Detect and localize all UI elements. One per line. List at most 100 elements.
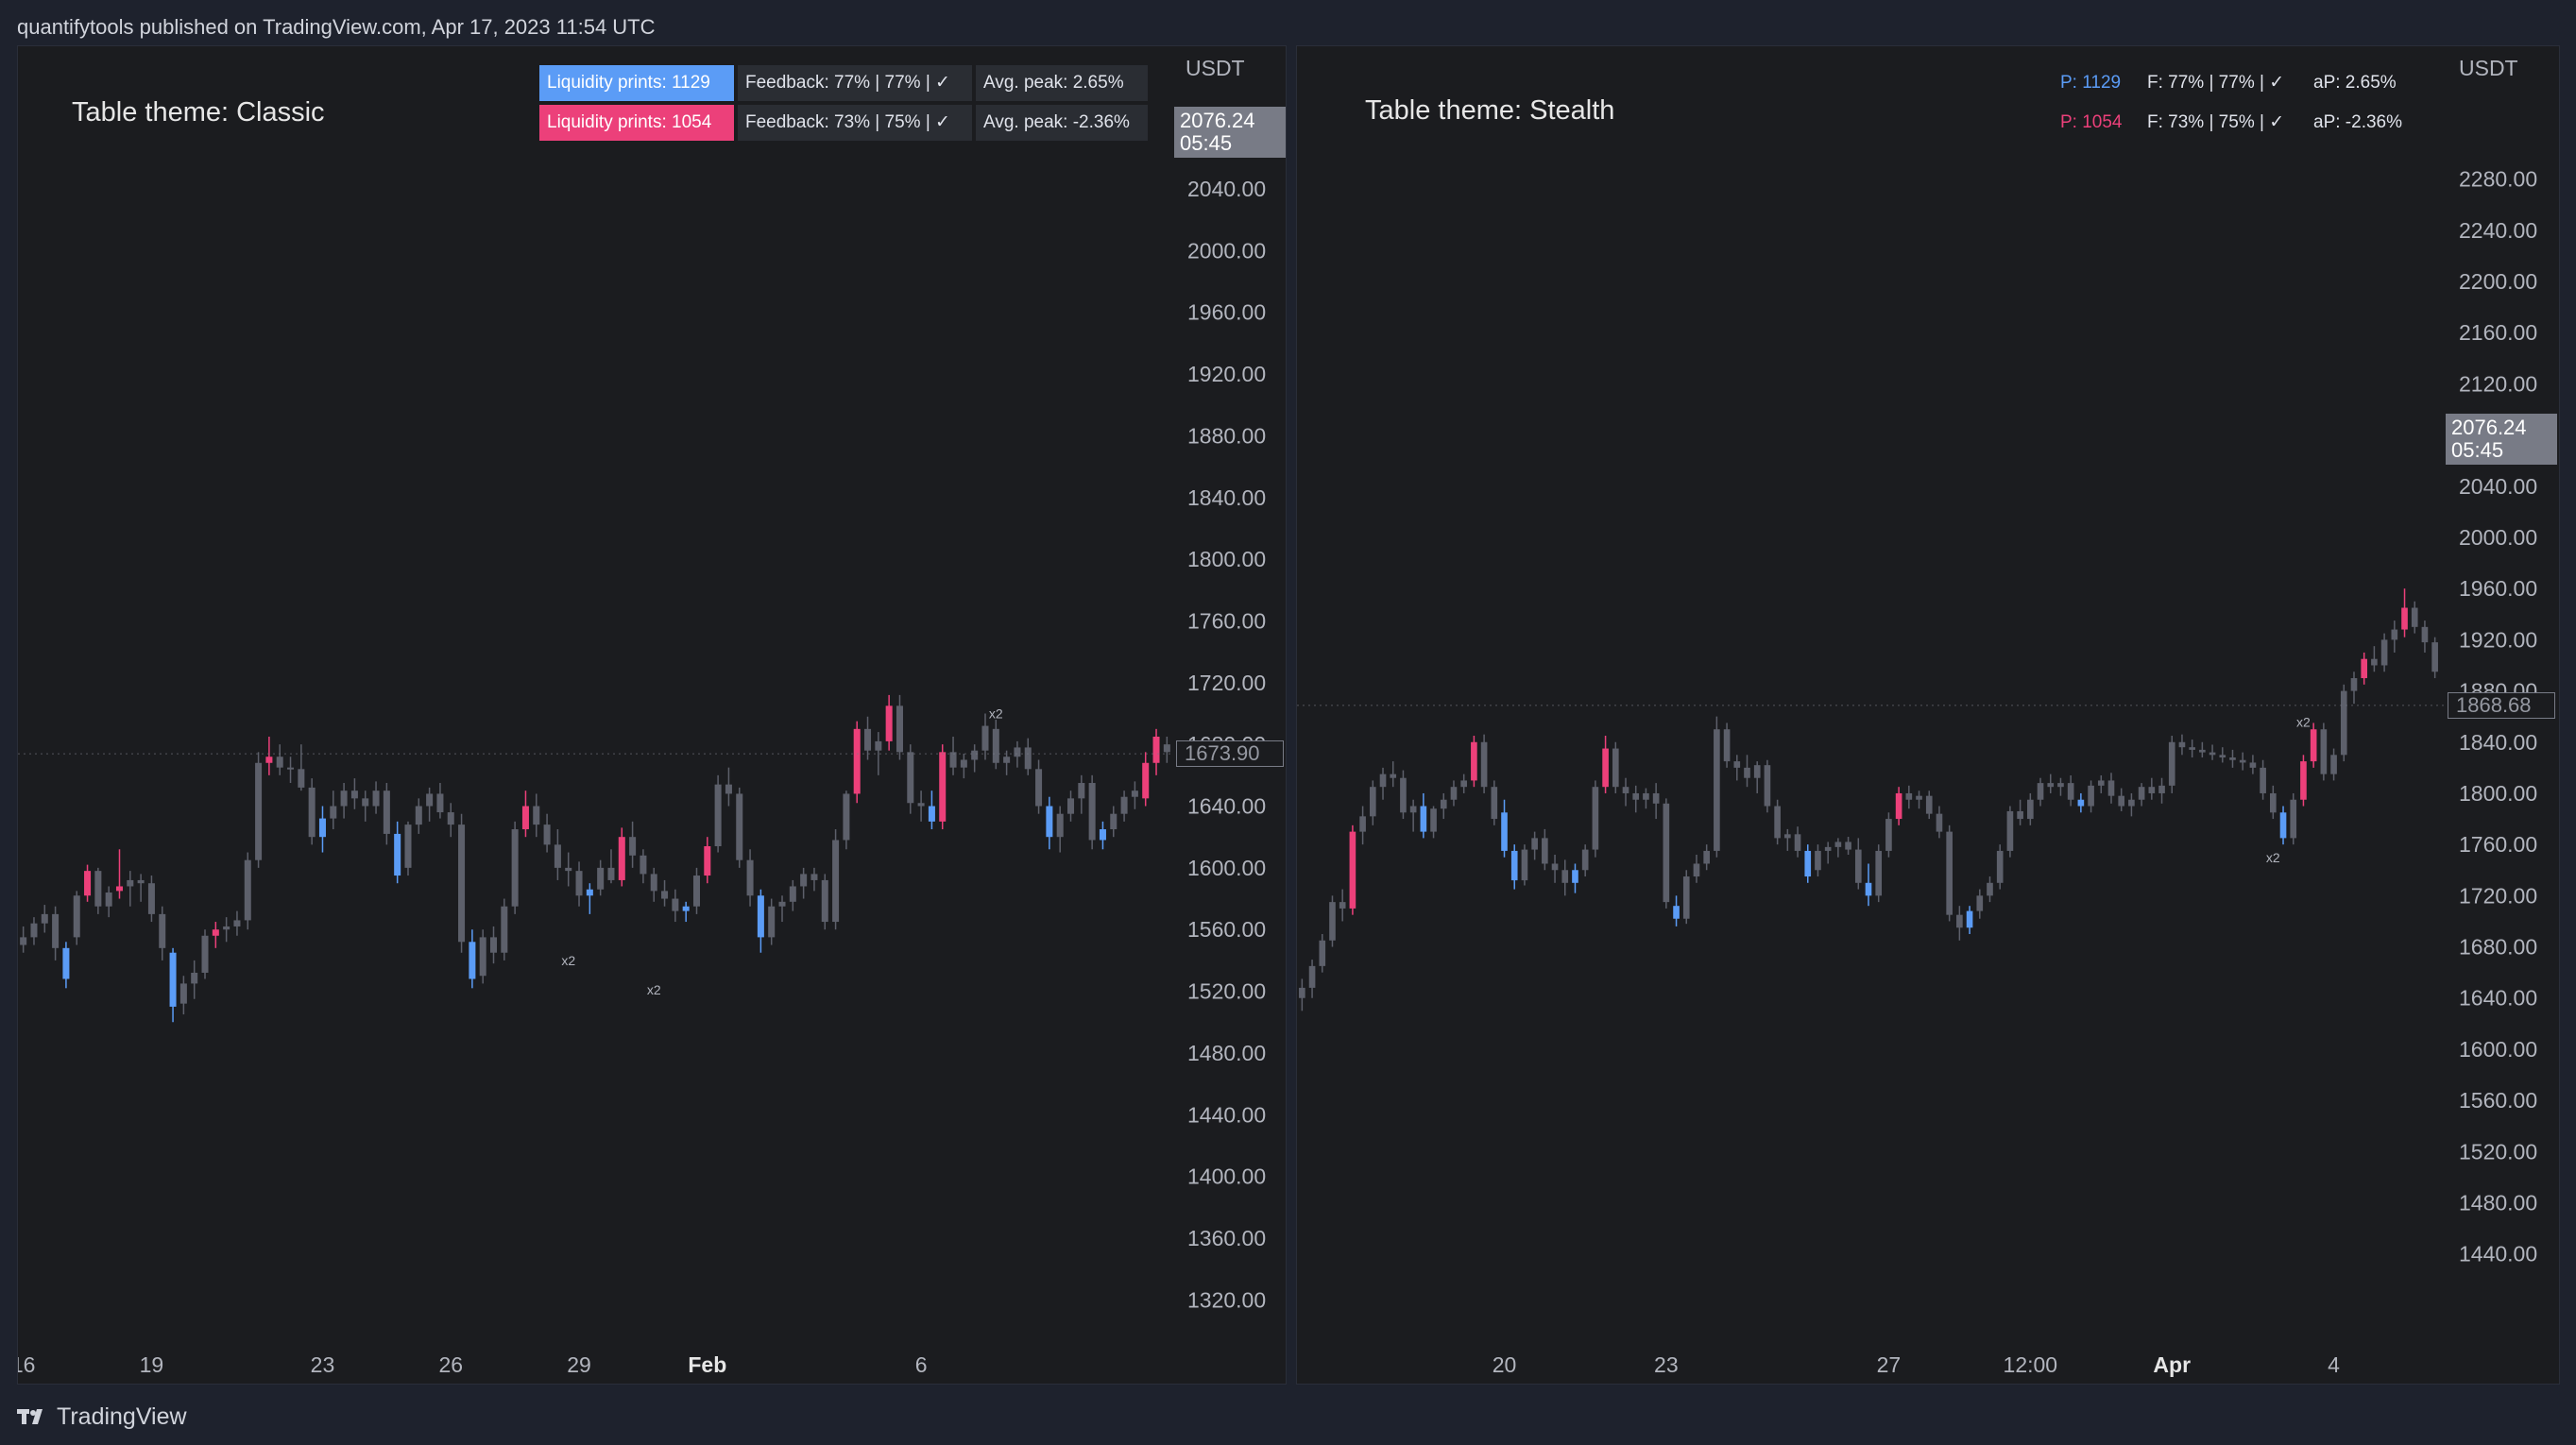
candle: [105, 886, 112, 918]
candle: [1652, 783, 1660, 820]
candle: [2310, 722, 2317, 768]
candle-body: [746, 859, 754, 896]
candle: [2067, 775, 2074, 807]
candle-body: [714, 784, 722, 846]
candle: [960, 753, 967, 779]
bull-feedback-cell: Feedback: 77% | 77% | ✓: [738, 65, 972, 101]
candle-body: [1152, 737, 1160, 763]
candle-body: [2037, 783, 2044, 800]
candle-body: [137, 879, 145, 884]
candle: [2361, 652, 2368, 685]
candle-body: [586, 889, 593, 896]
y-tick-label: 1760.00: [1187, 608, 1266, 633]
candle-body: [2097, 780, 2105, 786]
candle: [223, 917, 230, 943]
candle-body: [928, 806, 935, 822]
candle-body: [1794, 834, 1801, 851]
candle-body: [308, 787, 316, 838]
candle: [1663, 798, 1670, 909]
y-tick-label: 1840.00: [2459, 730, 2537, 755]
candle-body: [1916, 795, 1922, 800]
y-tick-label: 2040.00: [2459, 474, 2537, 499]
candle: [1420, 792, 1427, 839]
candle-body: [127, 879, 134, 887]
candle-body: [2017, 810, 2023, 820]
candle-body: [1308, 965, 1316, 988]
candle-body: [1359, 816, 1366, 832]
candle-body: [1349, 831, 1356, 909]
y-tick-label: 1720.00: [2459, 883, 2537, 908]
y-tick-label: 2280.00: [2459, 167, 2537, 192]
candle: [2077, 792, 2085, 813]
bull-peak-cell: Avg. peak: 2.65%: [976, 65, 1148, 101]
candlestick-chart-classic[interactable]: 2040.00 2000.00 1960.00 1920.00 1880.00 1840.…: [18, 46, 1287, 1385]
candle-body: [30, 923, 38, 938]
candle-body: [650, 874, 657, 892]
candle-body: [2077, 799, 2085, 807]
candle: [1078, 774, 1085, 814]
candle: [436, 783, 444, 819]
candle-body: [2027, 799, 2034, 820]
candle-body: [1400, 777, 1407, 813]
candle-body: [318, 818, 326, 838]
candle-body: [1142, 762, 1150, 799]
candle-body: [233, 920, 241, 926]
chart-panel-classic[interactable]: 2040.00 2000.00 1960.00 1920.00 1880.00 1840.…: [17, 45, 1287, 1385]
bear-feedback-cell: F: 73% | 75% | ✓: [2147, 112, 2285, 132]
candle: [650, 867, 657, 902]
candle: [586, 883, 593, 914]
candle-body: [340, 790, 348, 807]
candle: [853, 721, 861, 804]
stats-table-stealth: P: 1129 F: 77% | 77% | ✓ aP: 2.65% P: 10…: [2053, 65, 2419, 141]
candle: [404, 821, 412, 876]
candle-body: [1501, 812, 1508, 851]
candle-body: [2431, 642, 2438, 672]
candle-body: [939, 752, 947, 822]
candle-body: [2401, 607, 2408, 630]
candle-body: [778, 901, 786, 907]
candle: [265, 737, 273, 775]
candle: [1622, 777, 1629, 807]
x-tick-label: 16: [18, 1352, 35, 1377]
candle: [2279, 806, 2287, 845]
candle-body: [1551, 863, 1559, 871]
candle-body: [1885, 819, 1892, 851]
candle-body: [1581, 849, 1589, 871]
footer-brand[interactable]: TradingView: [17, 1398, 187, 1436]
bull-prints-cell: Liquidity prints: 1129: [539, 65, 734, 101]
candle: [992, 720, 999, 770]
x-tick-label: 23: [1654, 1352, 1679, 1377]
candle-body: [2107, 780, 2115, 796]
candle: [458, 813, 466, 953]
candle: [1632, 785, 1640, 813]
candle-body: [2421, 626, 2429, 643]
candle: [1099, 821, 1106, 850]
candle-body: [2239, 759, 2246, 763]
candle-body: [2279, 812, 2287, 839]
candle: [521, 790, 529, 838]
candle-body: [2411, 607, 2418, 627]
candle-body: [2320, 729, 2328, 774]
signal-annotation: x2: [2266, 850, 2280, 865]
candlestick-chart-stealth[interactable]: 2280.00 2240.00 2200.00 2160.00 2120.00 2040.…: [1297, 46, 2560, 1385]
candle-body: [94, 871, 102, 907]
candle: [1916, 790, 1922, 809]
candle: [2411, 601, 2418, 634]
candle-body: [843, 793, 850, 841]
candle-body: [1390, 774, 1397, 778]
chart-panel-stealth[interactable]: 2280.00 2240.00 2200.00 2160.00 2120.00 2040.…: [1296, 45, 2560, 1385]
candle-body: [661, 891, 669, 899]
candle-body: [1131, 790, 1138, 797]
candle-body: [2300, 761, 2307, 800]
candle: [298, 744, 305, 791]
candle-body: [255, 762, 263, 860]
candle-body: [821, 879, 828, 923]
candle: [618, 827, 625, 887]
candle-body: [1652, 792, 1660, 804]
candle-body: [362, 798, 369, 807]
candle: [2047, 774, 2055, 793]
x-tick-label: Feb: [688, 1352, 726, 1377]
candle-body: [1460, 780, 1468, 788]
candle: [340, 783, 348, 819]
candle-body: [2057, 783, 2064, 788]
